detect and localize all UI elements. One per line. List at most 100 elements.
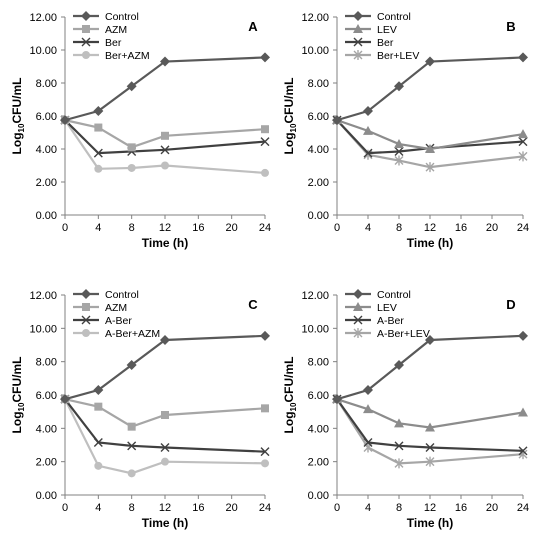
data-point <box>518 446 528 456</box>
series-a-ber-azm <box>61 395 269 478</box>
legend-item: LEV <box>345 24 397 36</box>
series-control <box>60 52 270 126</box>
y-axis-label-unit: CFU/mL <box>10 78 24 124</box>
data-point <box>160 145 170 155</box>
y-axis-label-main: Log <box>282 411 296 433</box>
data-point <box>394 146 404 156</box>
legend-item: AZM <box>73 24 127 36</box>
data-point <box>160 335 170 345</box>
legend-swatch-marker <box>81 315 91 325</box>
y-tick-label: 0.00 <box>308 490 329 502</box>
y-tick-label: 12.00 <box>301 12 329 24</box>
data-point <box>60 115 70 126</box>
data-point <box>94 402 103 411</box>
series-control <box>60 330 270 405</box>
data-point <box>518 407 528 417</box>
y-tick-label: 4.00 <box>36 423 57 435</box>
legend-item: AZM <box>73 302 127 314</box>
x-tick-label: 12 <box>424 502 436 514</box>
data-point <box>94 461 103 470</box>
x-tick-label: 20 <box>486 502 498 514</box>
data-point <box>127 469 136 478</box>
x-tick-label: 12 <box>159 502 171 514</box>
series-control <box>332 52 528 126</box>
legend-label: Control <box>105 11 139 23</box>
data-point <box>260 330 270 341</box>
y-tick-label: 2.00 <box>308 177 329 189</box>
x-tick-label: 20 <box>226 222 238 234</box>
legend-item: Control <box>345 289 411 301</box>
legend-swatch-marker <box>353 24 363 33</box>
legend-swatch-marker <box>82 303 90 311</box>
x-axis-label: Time (h) <box>142 236 188 250</box>
legend-label: A-Ber <box>105 315 132 327</box>
y-axis-label-unit: CFU/mL <box>10 357 24 403</box>
x-tick-label: 24 <box>517 502 529 514</box>
data-point <box>127 143 136 152</box>
legend-label: AZM <box>105 24 127 36</box>
x-tick-label: 16 <box>455 222 467 234</box>
y-axis-label: Log10CFU/mL <box>10 357 26 434</box>
y-tick-label: 10.00 <box>301 323 329 335</box>
y-tick-label: 0.00 <box>308 210 329 222</box>
series-azm <box>61 395 269 431</box>
data-point <box>60 394 70 405</box>
x-tick-label: 20 <box>486 222 498 234</box>
x-tick-label: 4 <box>95 502 101 514</box>
legend-label: LEV <box>377 24 397 36</box>
data-point <box>425 335 435 345</box>
legend-swatch-marker <box>81 289 91 299</box>
data-point <box>261 168 269 177</box>
legend-swatch-marker <box>82 25 90 33</box>
legend-label: Ber+AZM <box>105 50 150 62</box>
data-point <box>425 422 435 432</box>
panel-letter: A <box>248 19 258 34</box>
y-tick-label: 10.00 <box>301 45 329 57</box>
data-point <box>394 441 404 451</box>
legend-swatch-marker <box>82 329 90 337</box>
data-point <box>394 139 404 149</box>
x-tick-label: 8 <box>129 222 135 234</box>
data-point <box>425 456 435 467</box>
y-axis-label-subscript: 10 <box>17 123 26 132</box>
y-tick-label: 0.00 <box>36 210 57 222</box>
legend-label: Ber+LEV <box>377 50 419 62</box>
data-point <box>94 123 103 132</box>
data-point <box>363 106 373 117</box>
data-point <box>518 151 528 162</box>
data-point <box>93 106 104 117</box>
y-axis-label-main: Log <box>282 132 296 154</box>
y-tick-label: 10.00 <box>29 323 57 335</box>
y-axis-label: Log10CFU/mL <box>282 78 298 155</box>
x-axis-label: Time (h) <box>407 236 453 250</box>
legend-item: A-Ber <box>73 315 132 327</box>
legend-label: Control <box>105 289 139 301</box>
series-ber <box>60 115 270 158</box>
y-tick-label: 6.00 <box>36 390 57 402</box>
data-point <box>160 443 170 452</box>
legend-item: Control <box>345 11 411 23</box>
y-axis-label-main: Log <box>10 132 24 154</box>
y-tick-label: 6.00 <box>308 390 329 402</box>
legend-label: Ber <box>105 37 122 49</box>
x-tick-label: 24 <box>259 222 271 234</box>
legend-swatch-marker <box>353 302 363 311</box>
y-axis-label-main: Log <box>10 411 24 433</box>
x-axis-label: Time (h) <box>142 516 188 530</box>
x-tick-label: 8 <box>396 222 402 234</box>
legend-swatch-marker <box>353 11 363 21</box>
data-point <box>126 81 137 92</box>
data-point <box>394 81 404 92</box>
legend-item: Ber+AZM <box>73 50 150 62</box>
data-point <box>161 411 169 419</box>
legend-item: Control <box>73 11 139 23</box>
data-point <box>363 148 373 158</box>
legend-item: A-Ber+AZM <box>73 328 160 340</box>
y-tick-label: 4.00 <box>36 144 57 156</box>
data-point <box>394 458 404 469</box>
x-tick-label: 20 <box>226 502 238 514</box>
legend-swatch-marker <box>353 50 363 60</box>
